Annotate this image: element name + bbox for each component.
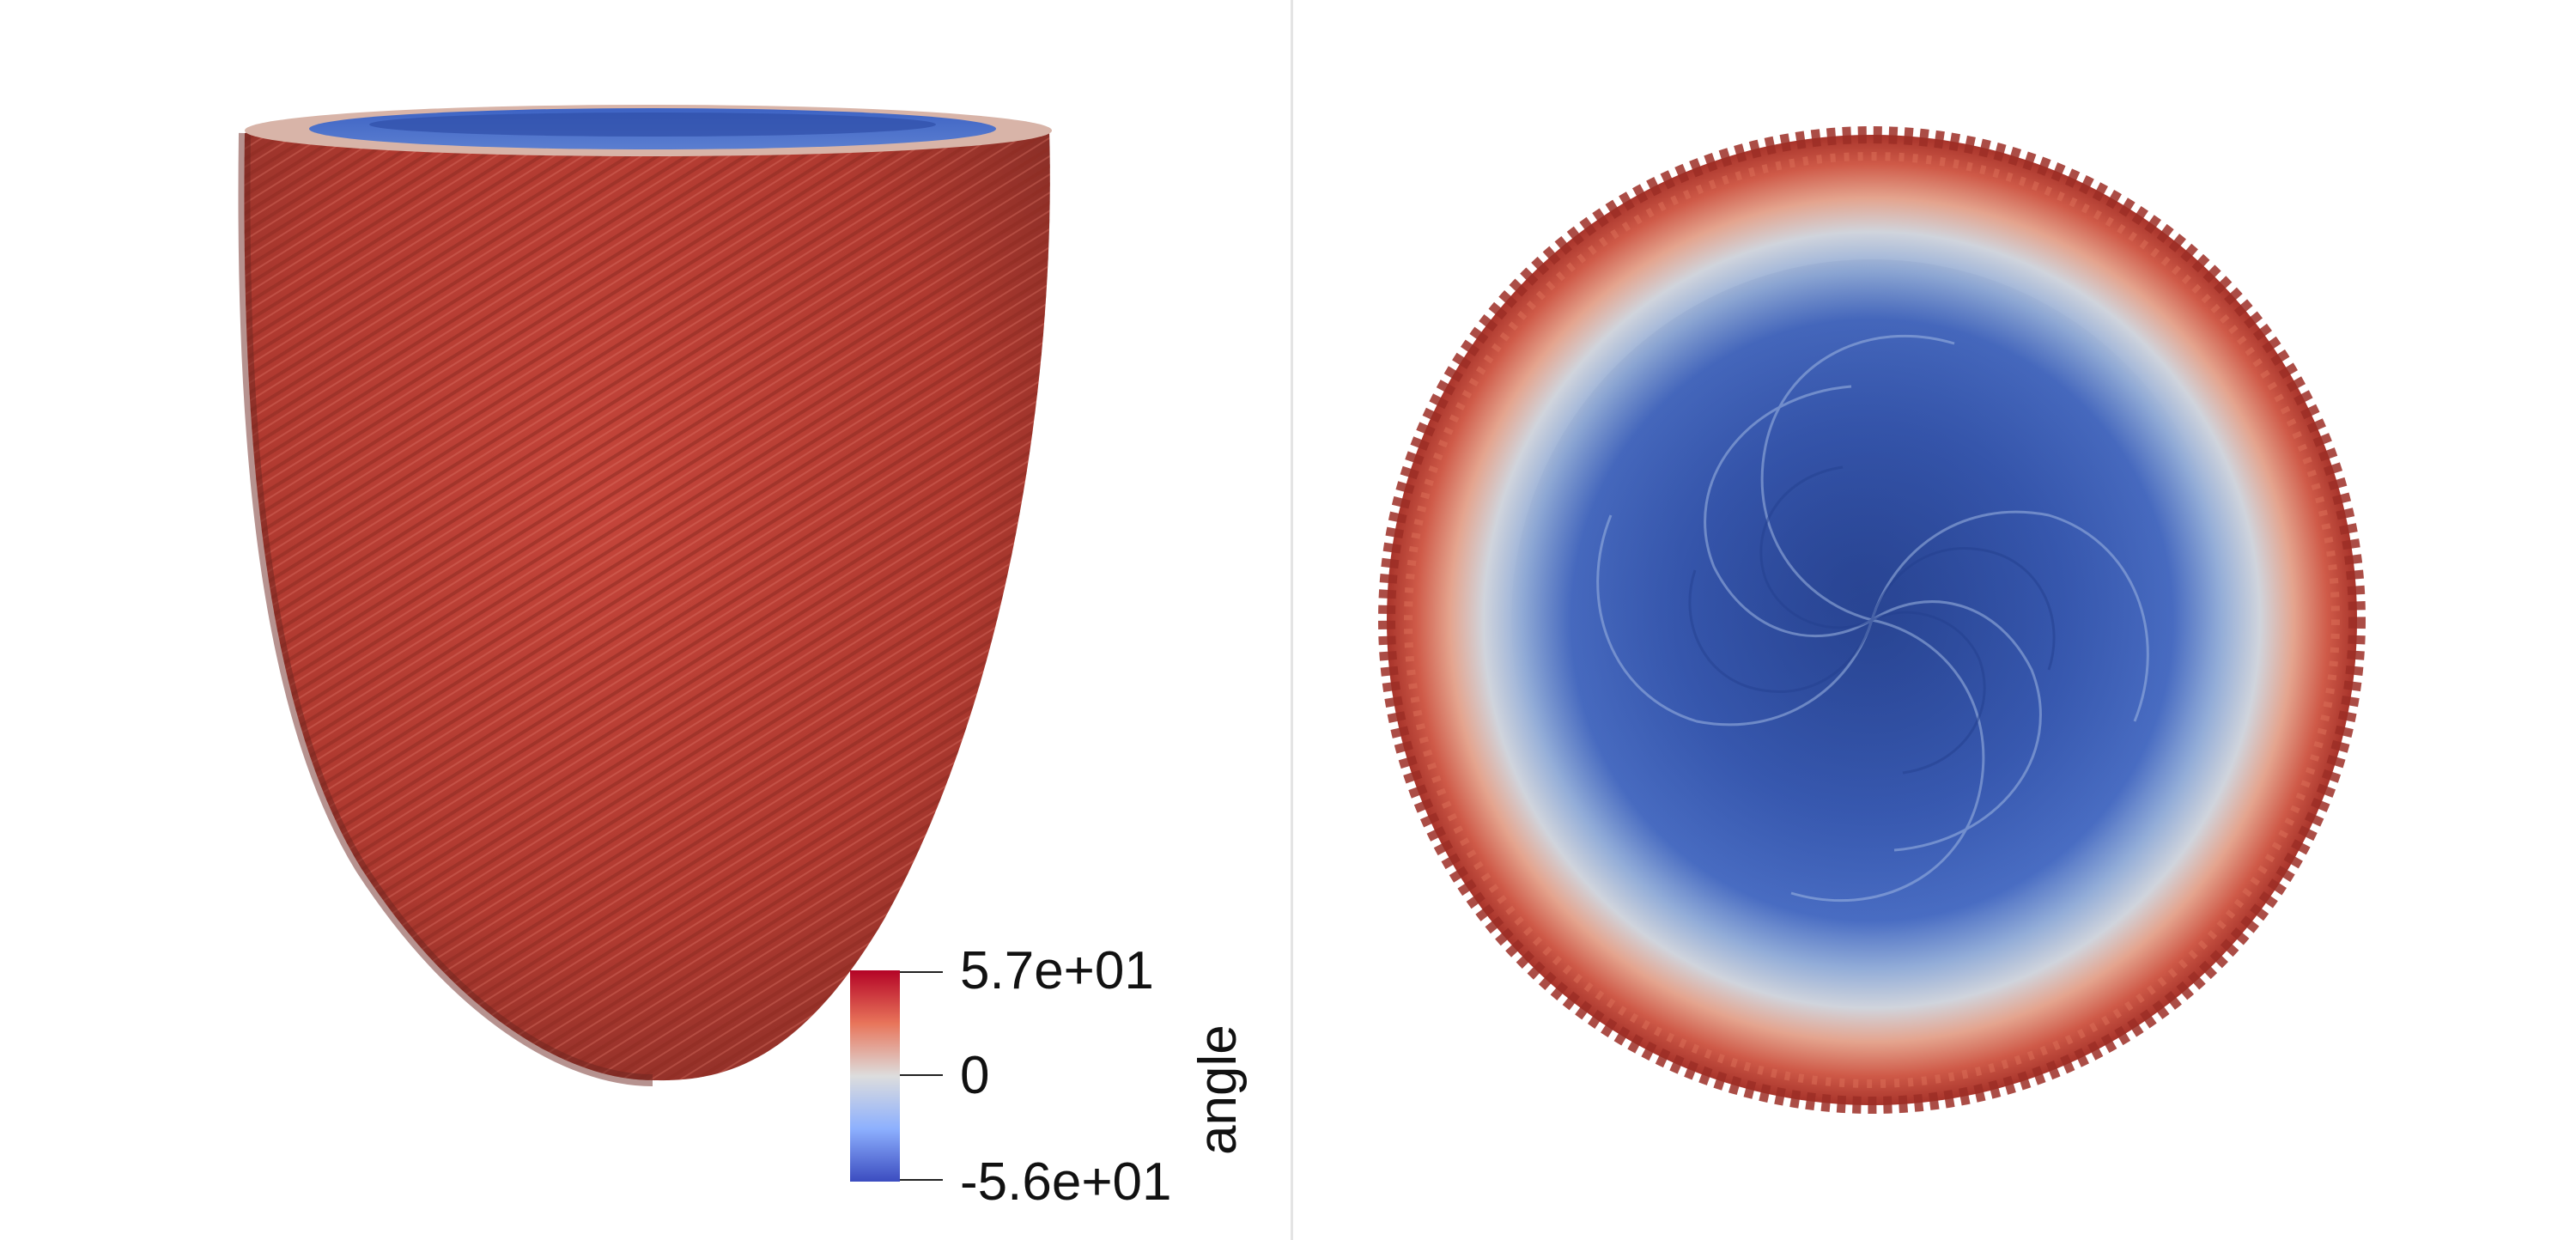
colorbar-title: angle xyxy=(1188,1024,1248,1155)
colorbar-max-label: 5.7e+01 xyxy=(960,941,1154,1000)
left-render-viewport[interactable]: 5.7e+01 0 -5.6e+01 angle xyxy=(0,0,1291,1240)
swirl-fibers-dark xyxy=(1688,465,2056,775)
viewport-divider xyxy=(1291,0,1293,1240)
right-render-viewport[interactable] xyxy=(1293,0,2576,1240)
colorbar-gradient xyxy=(850,970,900,1182)
colorbar xyxy=(850,970,943,1182)
ventricle-top-render xyxy=(1378,126,2366,1114)
ventricle-side-render xyxy=(238,105,1052,1086)
colorbar-min-label: -5.6e+01 xyxy=(960,1152,1172,1212)
swirl-fibers xyxy=(1596,335,2149,902)
colorbar-mid-label: 0 xyxy=(960,1046,990,1105)
